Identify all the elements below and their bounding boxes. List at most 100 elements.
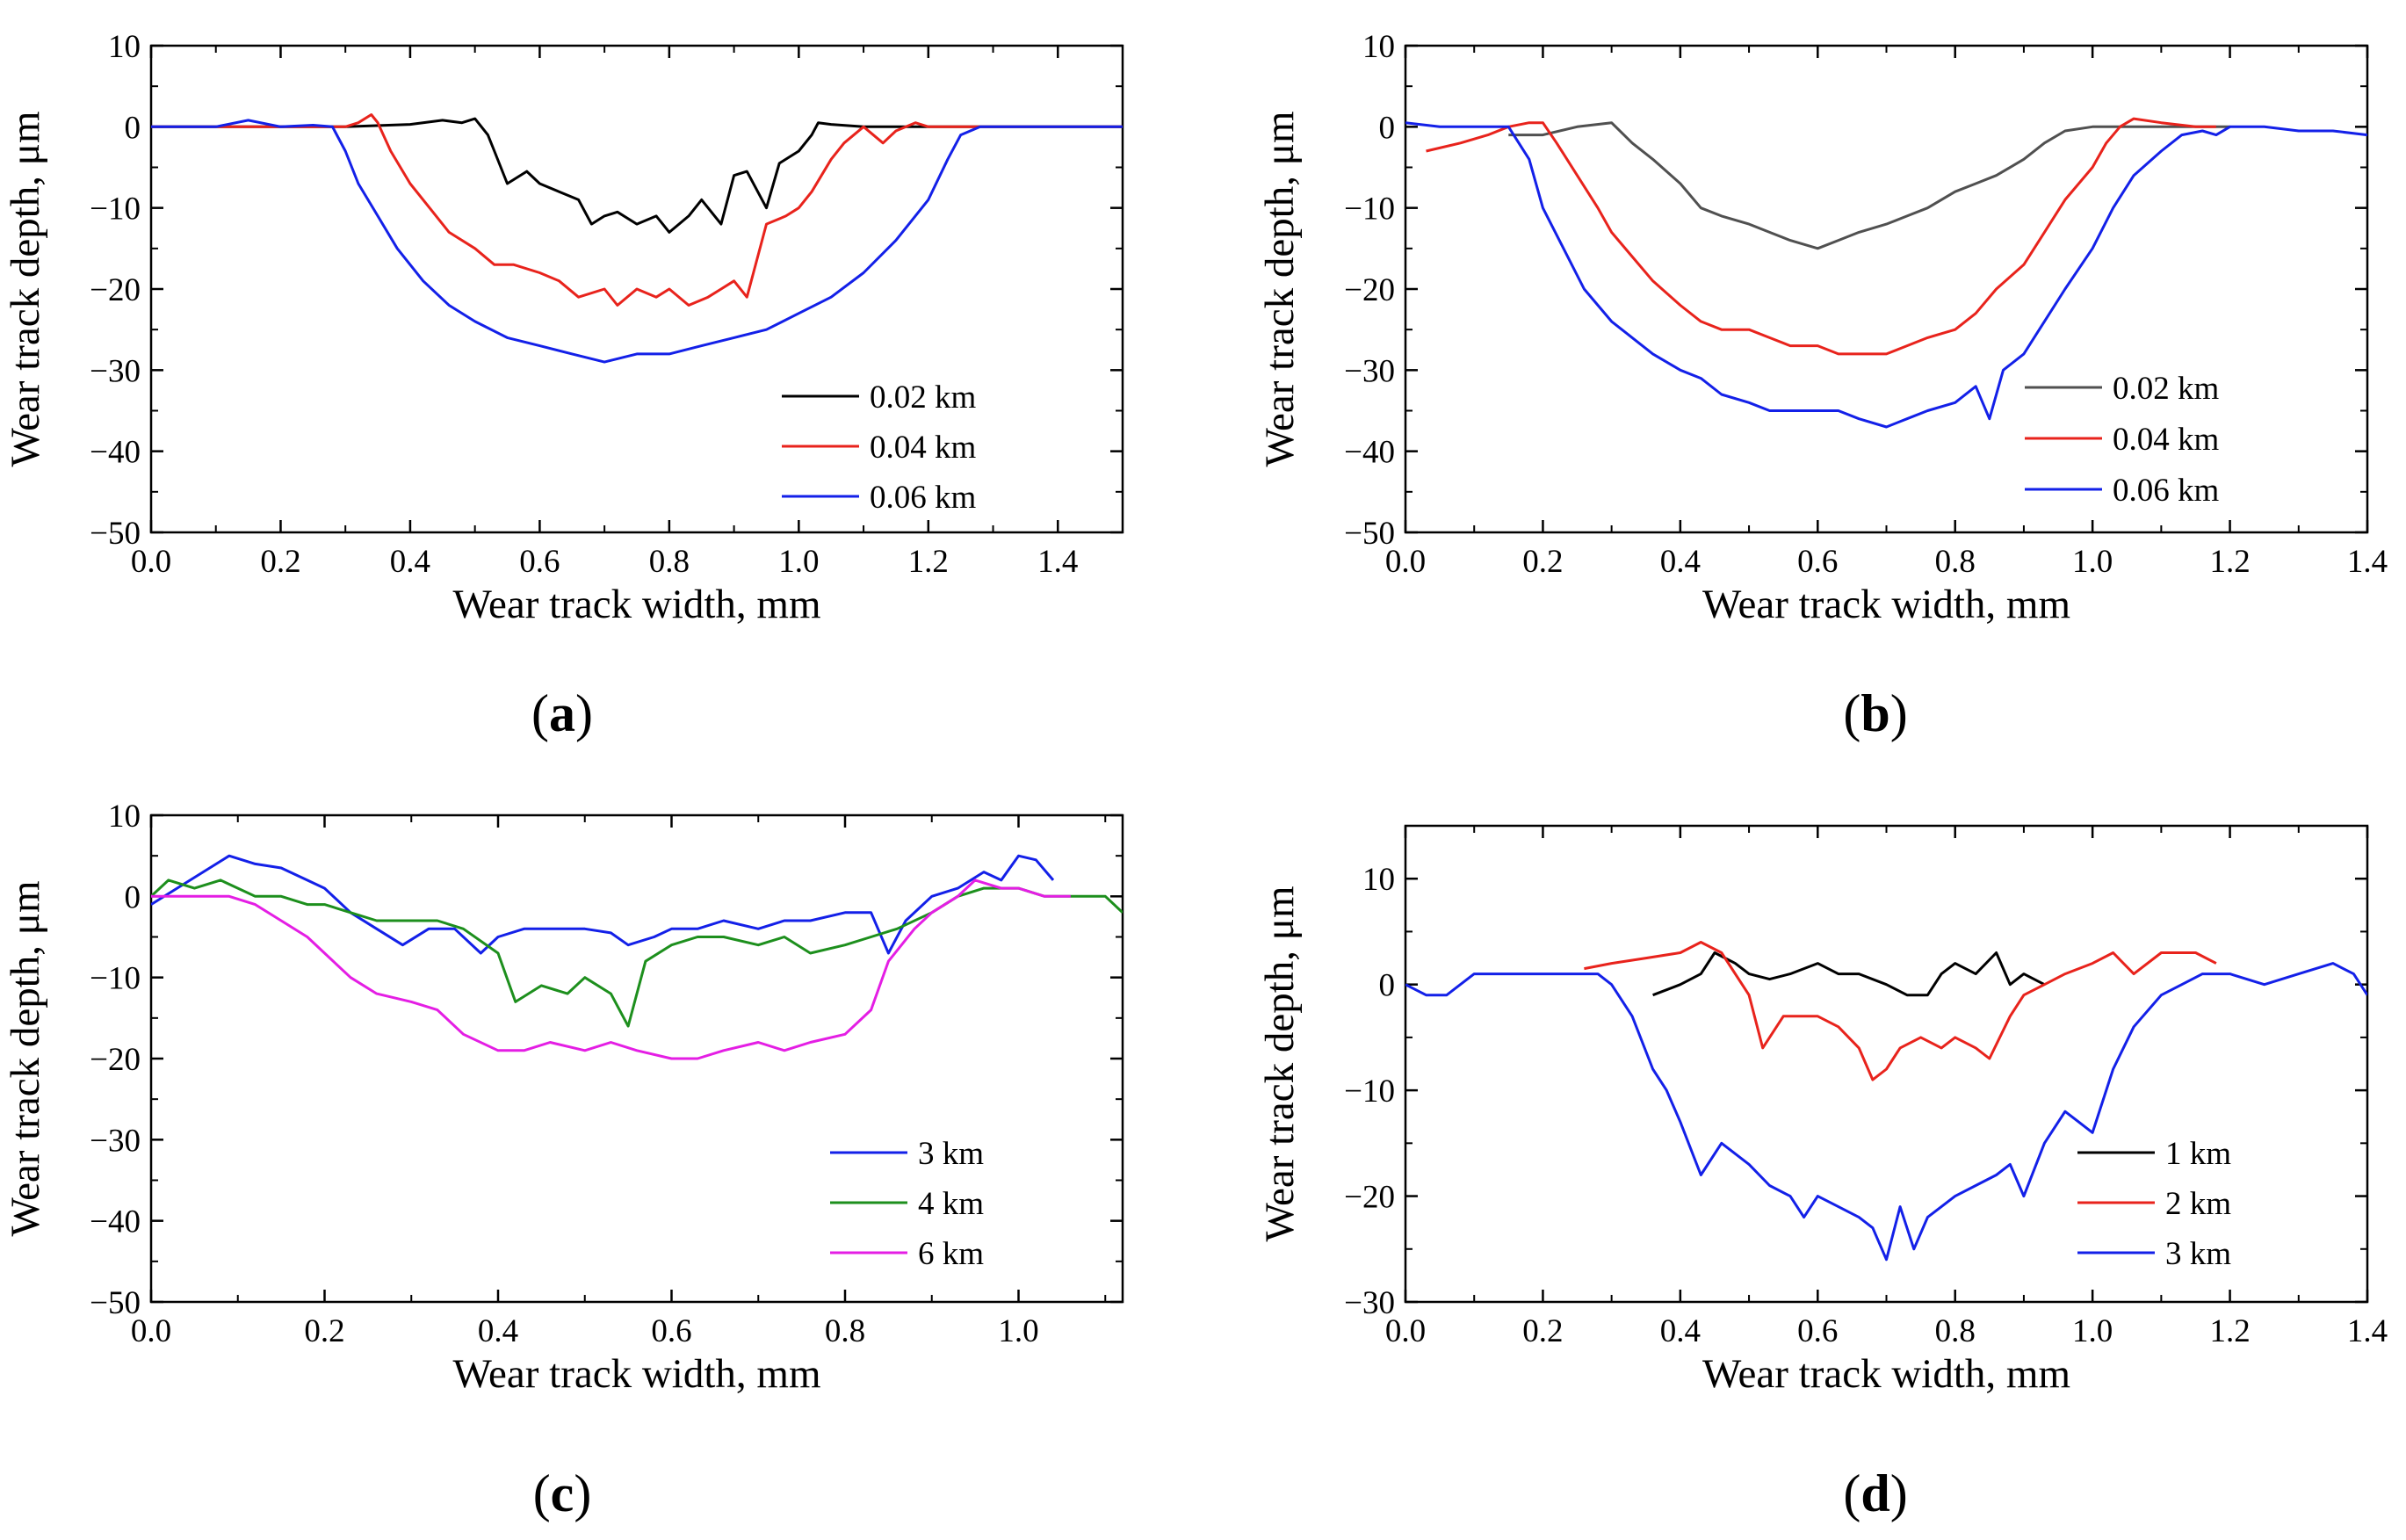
x-tick-label: 1.4 xyxy=(2347,1313,2388,1349)
y-tick-label: −50 xyxy=(90,516,141,552)
series-line-2 xyxy=(151,113,1123,307)
x-tick-label: 0.6 xyxy=(651,1313,691,1349)
panel-letter: (a) xyxy=(531,684,593,742)
series-line-1 xyxy=(151,117,1123,234)
y-tick-label: −50 xyxy=(1344,516,1395,552)
legend-label-1: 0.02 km xyxy=(870,380,977,416)
x-tick-label: 0.4 xyxy=(1660,1313,1701,1349)
series-line-2 xyxy=(151,878,1123,1028)
x-tick-label: 0.6 xyxy=(1797,544,1838,580)
y-tick-label: −20 xyxy=(90,1042,141,1078)
panel-d: 0.0 0.2 0.4 0.6 0.8 1.0 1.2 1.4 −30 −20 −10 0 10 Wear… xyxy=(1257,824,2388,1522)
series-line-1 xyxy=(151,854,1055,955)
panel-c: 0.0 0.2 0.4 0.6 0.8 1.0 −50 −40 −30 −20 −10 0 10 Wear… xyxy=(3,799,1124,1522)
series-line-3 xyxy=(151,878,1071,1060)
x-tick-label: 0.4 xyxy=(390,544,430,580)
legend-label-1: 3 km xyxy=(918,1136,984,1172)
x-tick-label: 0.0 xyxy=(1385,1313,1426,1349)
series-line-2 xyxy=(1426,117,2216,356)
series-line-3 xyxy=(151,119,1123,364)
x-tick-label: 0.6 xyxy=(519,544,560,580)
panel-letter-open: ( xyxy=(1843,684,1860,742)
series-line-3 xyxy=(1405,121,2367,429)
y-tick-label: −40 xyxy=(90,1204,141,1240)
x-tick-label: 0.6 xyxy=(1797,1313,1838,1349)
x-tick-label: 1.0 xyxy=(2072,1313,2113,1349)
x-tick-label: 1.0 xyxy=(778,544,819,580)
legend-label-2: 2 km xyxy=(2165,1186,2231,1222)
legend-label-3: 6 km xyxy=(918,1236,984,1272)
y-tick-label: −30 xyxy=(1344,353,1395,389)
y-axis-title: Wear track depth, μm xyxy=(3,111,48,466)
y-axis-title: Wear track depth, μm xyxy=(1257,111,1303,466)
x-tick-label: 0.8 xyxy=(649,544,690,580)
x-tick-label: 0.2 xyxy=(1522,1313,1563,1349)
x-tick-label: 1.2 xyxy=(908,544,949,580)
y-tick-label: −30 xyxy=(90,353,141,389)
x-tick-label: 1.0 xyxy=(998,1313,1038,1349)
legend-label-1: 0.02 km xyxy=(2113,371,2220,407)
plot-frame xyxy=(149,813,1124,1304)
y-tick-label: −10 xyxy=(1344,1074,1395,1110)
y-tick-label: 10 xyxy=(108,29,141,65)
x-tick-label: 0.2 xyxy=(260,544,300,580)
x-tick-label: 1.0 xyxy=(2072,544,2113,580)
x-tick-label: 0.8 xyxy=(1935,544,1976,580)
y-axis-title: Wear track depth, μm xyxy=(1257,886,1303,1241)
legend-label-1: 1 km xyxy=(2165,1136,2231,1172)
legend-label-2: 0.04 km xyxy=(2113,422,2220,458)
x-tick-label: 0.8 xyxy=(1935,1313,1976,1349)
panel-letter: (c) xyxy=(533,1464,592,1522)
y-tick-label: −50 xyxy=(90,1285,141,1321)
panel-letter-close: ) xyxy=(574,1464,591,1522)
series-line-1 xyxy=(1508,121,2230,250)
y-tick-label: −20 xyxy=(1344,272,1395,308)
y-tick-label: −10 xyxy=(90,961,141,997)
legend-label-2: 4 km xyxy=(918,1186,984,1222)
panel-letter-close: ) xyxy=(1890,684,1908,742)
panel-letter: (d) xyxy=(1843,1464,1907,1522)
x-tick-label: 0.2 xyxy=(1522,544,1563,580)
y-tick-label: −30 xyxy=(90,1123,141,1159)
x-tick-label: 0.0 xyxy=(1385,544,1426,580)
y-tick-label: 10 xyxy=(108,799,141,835)
panel-letter-open: ( xyxy=(531,684,549,742)
x-axis-title: Wear track width, mm xyxy=(1702,1351,2070,1397)
y-tick-label: 0 xyxy=(1379,968,1396,1004)
y-tick-label: 0 xyxy=(1379,110,1396,146)
panel-letter-letter: a xyxy=(549,684,575,742)
x-tick-label: 0.8 xyxy=(825,1313,865,1349)
x-tick-label: 1.4 xyxy=(1037,544,1078,580)
panel-letter-open: ( xyxy=(533,1464,551,1522)
y-tick-label: −30 xyxy=(1344,1285,1395,1321)
x-tick-label: 0.4 xyxy=(478,1313,518,1349)
legend-label-3: 0.06 km xyxy=(870,480,977,516)
series-line-1 xyxy=(1652,951,2046,997)
legend-label-2: 0.04 km xyxy=(870,430,977,466)
series-line-3 xyxy=(1405,962,2367,1262)
y-tick-label: −40 xyxy=(90,435,141,471)
panel-letter-open: ( xyxy=(1843,1464,1860,1522)
y-tick-label: 10 xyxy=(1362,862,1395,898)
panel-letter: (b) xyxy=(1843,684,1907,742)
panel-letter-letter: d xyxy=(1860,1464,1889,1522)
y-tick-label: 10 xyxy=(1362,29,1395,65)
x-tick-label: 1.2 xyxy=(2209,1313,2250,1349)
y-axis-title: Wear track depth, μm xyxy=(3,880,48,1236)
y-tick-label: −40 xyxy=(1344,435,1395,471)
x-tick-label: 0.2 xyxy=(304,1313,344,1349)
x-axis-title: Wear track width, mm xyxy=(452,1351,820,1397)
plot-frame xyxy=(1404,44,2369,534)
series-line-2 xyxy=(1584,941,2217,1081)
y-tick-label: −10 xyxy=(90,192,141,228)
panel-a: 0.0 0.2 0.4 0.6 0.8 1.0 1.2 1.4 −50 −40 −30 −20 −10 0… xyxy=(3,29,1124,742)
x-tick-label: 0.0 xyxy=(131,1313,171,1349)
y-tick-label: −20 xyxy=(1344,1180,1395,1216)
panel-b: 0.0 0.2 0.4 0.6 0.8 1.0 1.2 1.4 −50 −40 −30 −20 −10 0… xyxy=(1257,29,2388,742)
x-tick-label: 0.0 xyxy=(131,544,171,580)
legend-label-3: 0.06 km xyxy=(2113,473,2220,509)
panel-letter-letter: b xyxy=(1860,684,1889,742)
x-tick-label: 0.4 xyxy=(1660,544,1701,580)
x-tick-label: 1.2 xyxy=(2209,544,2250,580)
